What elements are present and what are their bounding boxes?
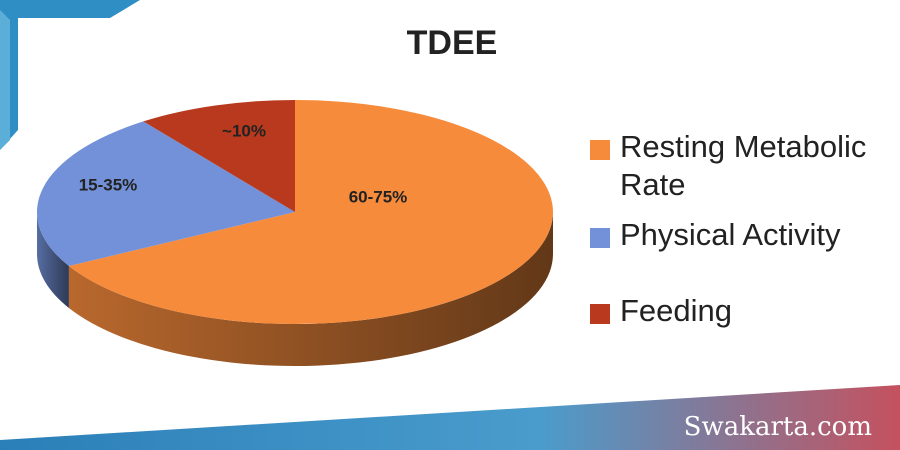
legend-label: Resting Metabolic Rate (620, 129, 867, 202)
legend: Resting Metabolic Rate Physical Activity F… (590, 128, 890, 342)
legend-item: Resting Metabolic Rate (590, 128, 890, 204)
slice-side (37, 212, 69, 308)
decor (0, 385, 900, 450)
data-label: 15-35% (79, 175, 138, 194)
legend-item: Physical Activity (590, 216, 890, 254)
slice-side (68, 212, 554, 367)
watermark: Swakarta.com (683, 412, 872, 442)
legend-swatch (590, 304, 610, 324)
pie: 60-75% 15-35% ~10% (37, 100, 554, 367)
legend-label: Feeding (620, 293, 733, 328)
legend-label: Physical Activity (620, 217, 841, 252)
decor (0, 10, 10, 150)
legend-item: Feeding (590, 292, 890, 330)
slice (37, 121, 296, 266)
data-label: ~10% (222, 121, 266, 140)
data-label: 60-75% (349, 187, 408, 206)
slice (143, 100, 295, 212)
chart-title: TDEE (407, 24, 498, 62)
legend-swatch (590, 228, 610, 248)
slice (68, 100, 554, 325)
decor (0, 0, 140, 150)
legend-swatch (590, 140, 610, 160)
